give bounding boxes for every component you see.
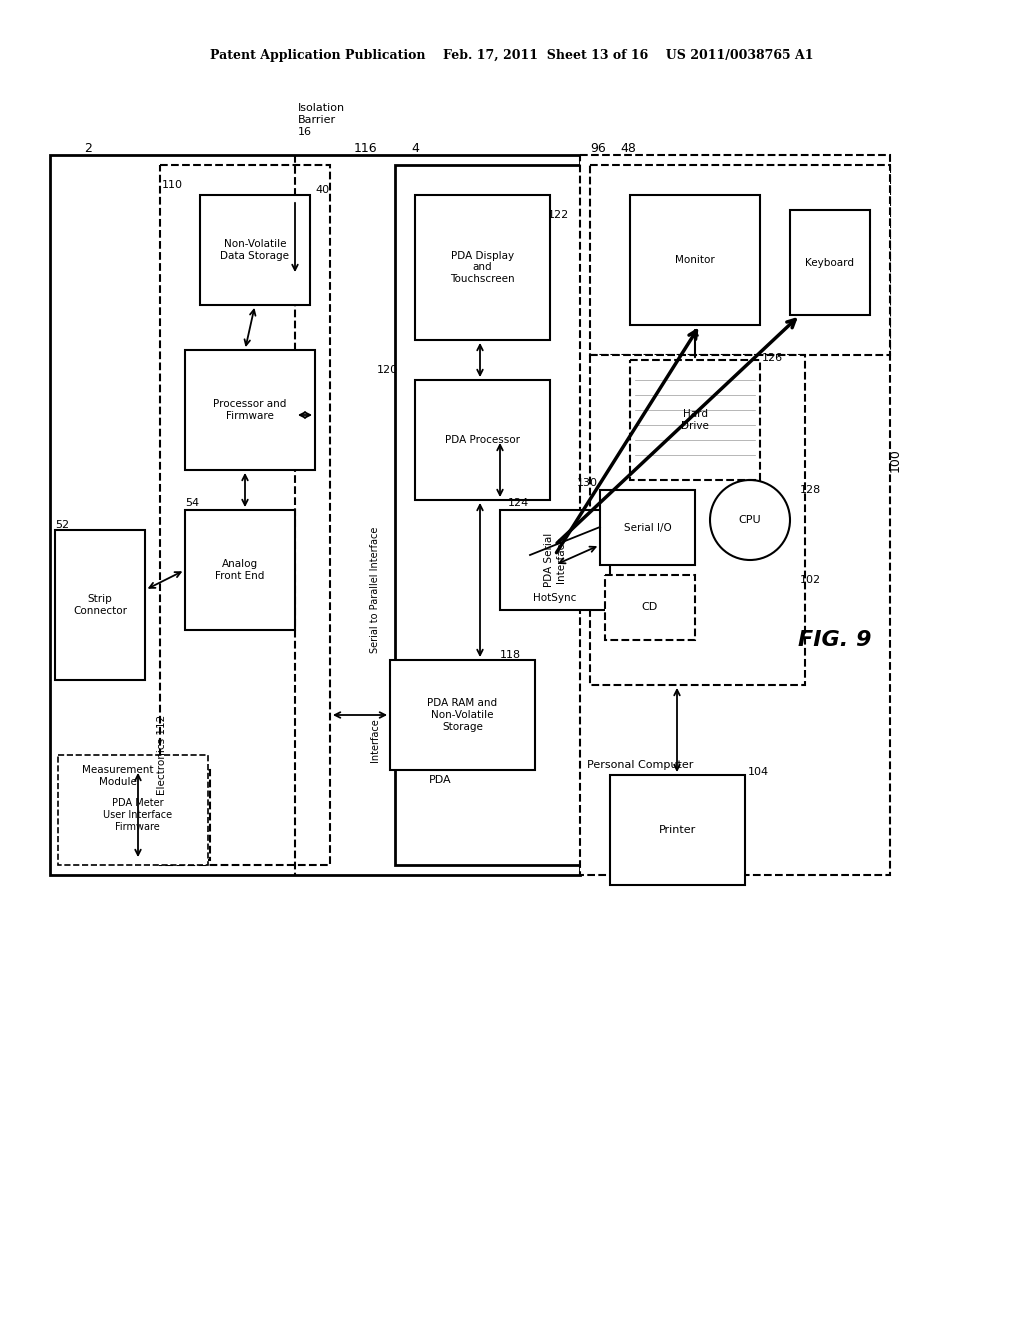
Text: FIG. 9: FIG. 9 [799,630,871,649]
Bar [50,154,580,875]
Text: 126: 126 [762,352,783,363]
Text: Monitor: Monitor [675,255,715,265]
Bar [65,770,210,861]
Text: Serial I/O: Serial I/O [624,523,672,532]
Bar [185,510,295,630]
Text: Personal Computer: Personal Computer [587,760,693,770]
Text: 40: 40 [315,185,329,195]
Text: 124: 124 [508,498,529,508]
Text: Keyboard: Keyboard [806,257,854,268]
Text: 4: 4 [411,141,419,154]
Bar [500,510,610,610]
Text: 122: 122 [548,210,569,220]
Text: 48: 48 [621,141,636,154]
Text: Measurement
Module: Measurement Module [82,766,154,787]
Text: PDA: PDA [429,775,452,785]
Text: 2: 2 [84,141,92,154]
Text: 120: 120 [377,366,398,375]
Text: Non-Volatile
Data Storage: Non-Volatile Data Storage [220,239,290,261]
Bar [600,490,695,565]
Bar [415,195,550,341]
Text: Electronics 112: Electronics 112 [157,715,167,795]
Text: 128: 128 [800,484,821,495]
Text: 52: 52 [55,520,70,531]
Bar [55,531,145,680]
Text: PDA RAM and
Non-Volatile
Storage: PDA RAM and Non-Volatile Storage [427,698,498,731]
Bar [160,165,330,865]
Bar [395,165,625,865]
Text: 102: 102 [800,576,821,585]
Text: 104: 104 [748,767,769,777]
Bar [590,165,890,355]
Text: 116: 116 [353,141,377,154]
Bar [580,154,890,875]
Text: HotSync: HotSync [534,593,577,603]
Bar [415,380,550,500]
Text: Hard
Drive: Hard Drive [681,409,709,430]
Text: Strip
Connector: Strip Connector [73,594,127,616]
Bar [58,755,208,865]
Text: Serial to Parallel Interface: Serial to Parallel Interface [370,527,380,653]
Text: Patent Application Publication    Feb. 17, 2011  Sheet 13 of 16    US 2011/00387: Patent Application Publication Feb. 17, … [210,49,814,62]
Bar [200,195,310,305]
Text: 96: 96 [590,141,606,154]
Text: 130: 130 [577,478,598,488]
Text: Isolation
Barrier
16: Isolation Barrier 16 [298,103,345,136]
Text: Analog
Front End: Analog Front End [215,560,264,581]
Bar [790,210,870,315]
Text: PDA Serial
Interface: PDA Serial Interface [544,533,566,587]
Text: PDA Display
and
Touchscreen: PDA Display and Touchscreen [451,251,515,284]
Text: 54: 54 [185,498,199,508]
Text: CD: CD [642,602,658,612]
Text: Processor and
Firmware: Processor and Firmware [213,399,287,421]
Text: 100: 100 [889,447,901,473]
Bar [610,775,745,884]
Text: PDA Meter
User Interface
Firmware: PDA Meter User Interface Firmware [103,799,172,832]
Bar [185,350,315,470]
Bar [390,660,535,770]
Text: 110: 110 [162,180,183,190]
Text: PDA Processor: PDA Processor [445,436,520,445]
Text: Interface: Interface [370,718,380,762]
Text: CPU: CPU [738,515,761,525]
Bar [605,576,695,640]
Bar [590,355,805,685]
Bar [630,360,760,480]
Bar [630,195,760,325]
Text: 118: 118 [500,649,521,660]
Text: Printer: Printer [658,825,696,836]
